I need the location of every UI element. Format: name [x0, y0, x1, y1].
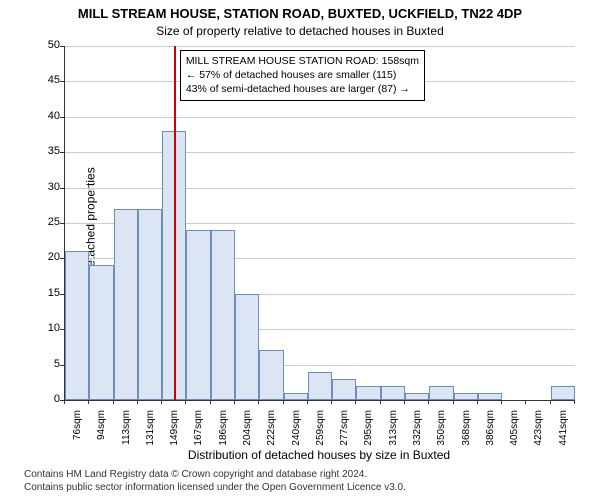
x-tick-label: 222sqm — [266, 410, 277, 448]
x-tick-label: 368sqm — [461, 410, 472, 448]
attribution: Contains HM Land Registry data © Crown c… — [24, 468, 406, 494]
x-tick-label: 204sqm — [242, 410, 253, 448]
histogram-bar — [138, 209, 162, 400]
histogram-bar — [211, 230, 235, 400]
y-tick-label: 25 — [34, 216, 60, 228]
x-tick-label: 350sqm — [436, 410, 447, 448]
x-tick-label: 441sqm — [558, 410, 569, 448]
plot-area: MILL STREAM HOUSE STATION ROAD: 158sqm ←… — [64, 46, 575, 401]
histogram-bar — [454, 393, 478, 400]
histogram-bar — [114, 209, 138, 400]
x-tick-label: 277sqm — [339, 410, 350, 448]
histogram-bar — [65, 251, 89, 400]
histogram-bar — [405, 393, 429, 400]
x-tick-label: 332sqm — [412, 410, 423, 448]
y-tick-label: 20 — [34, 251, 60, 263]
y-tick-label: 35 — [34, 145, 60, 157]
histogram-bar — [259, 350, 283, 400]
x-tick-label: 313sqm — [388, 410, 399, 448]
y-tick-label: 5 — [34, 358, 60, 370]
y-tick-label: 0 — [34, 393, 60, 405]
y-tick-label: 10 — [34, 322, 60, 334]
histogram-bar — [332, 379, 356, 400]
histogram-bar — [551, 386, 575, 400]
histogram-bar — [381, 386, 405, 400]
x-tick-label: 76sqm — [72, 410, 83, 448]
y-tick-label: 15 — [34, 287, 60, 299]
x-tick-label: 259sqm — [315, 410, 326, 448]
annotation-line3: 43% of semi-detached houses are larger (… — [186, 82, 419, 96]
x-tick-label: 186sqm — [218, 410, 229, 448]
histogram-bar — [478, 393, 502, 400]
histogram-bar — [89, 265, 113, 400]
histogram-bar — [356, 386, 380, 400]
y-tick-label: 45 — [34, 74, 60, 86]
x-tick-label: 167sqm — [193, 410, 204, 448]
x-tick-label: 295sqm — [363, 410, 374, 448]
annotation-line2: ← 57% of detached houses are smaller (11… — [186, 68, 419, 82]
annotation-box: MILL STREAM HOUSE STATION ROAD: 158sqm ←… — [180, 50, 425, 101]
reference-line — [174, 46, 176, 400]
histogram-bar — [308, 372, 332, 400]
x-tick-label: 386sqm — [485, 410, 496, 448]
x-tick-label: 94sqm — [96, 410, 107, 448]
x-tick-label: 423sqm — [533, 410, 544, 448]
annotation-line1: MILL STREAM HOUSE STATION ROAD: 158sqm — [186, 54, 419, 68]
y-tick-label: 50 — [34, 39, 60, 51]
x-tick-label: 131sqm — [145, 410, 156, 448]
histogram-bar — [186, 230, 210, 400]
x-tick-label: 113sqm — [121, 410, 132, 448]
y-tick-label: 30 — [34, 181, 60, 193]
y-tick-label: 40 — [34, 110, 60, 122]
x-axis-label: Distribution of detached houses by size … — [64, 448, 574, 462]
histogram-bar — [284, 393, 308, 400]
histogram-bar — [235, 294, 259, 400]
x-tick-label: 405sqm — [509, 410, 520, 448]
histogram-bar — [429, 386, 453, 400]
x-tick-label: 240sqm — [291, 410, 302, 448]
x-tick-label: 149sqm — [169, 410, 180, 448]
